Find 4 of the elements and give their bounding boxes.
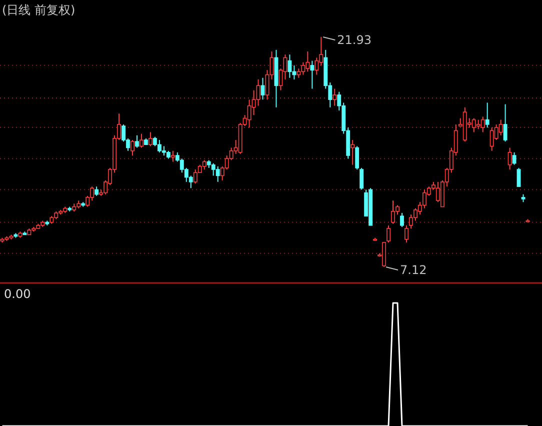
text: 0.00 — [4, 287, 31, 301]
annotation: 21.93 — [337, 33, 372, 47]
chart-title: (日线 前复权) — [2, 3, 76, 17]
annotation: 7.12 — [400, 263, 427, 277]
